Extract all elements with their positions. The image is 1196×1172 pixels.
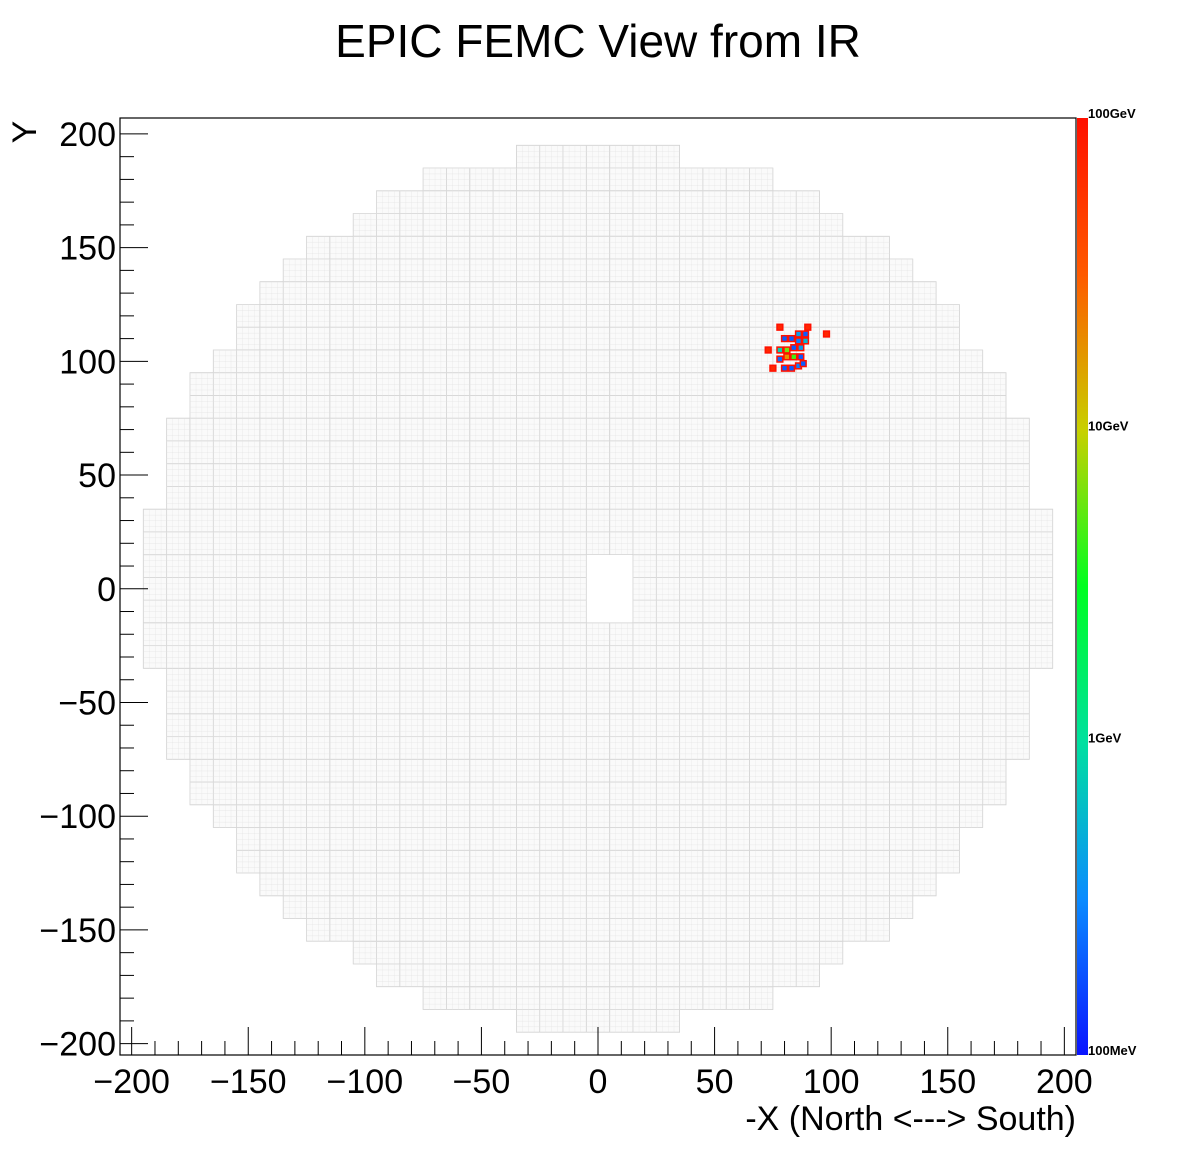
y-tick-label: 150 bbox=[59, 230, 116, 268]
hit-cell bbox=[769, 364, 777, 372]
hit-cell bbox=[783, 346, 791, 354]
y-tick-label: −100 bbox=[39, 798, 116, 836]
hit-cell bbox=[764, 346, 772, 354]
y-tick-label: 50 bbox=[78, 457, 116, 495]
hit-cell bbox=[794, 337, 803, 345]
hit-cell bbox=[797, 344, 805, 352]
palette-labels: 100GeV 10GeV 1GeV 100MeV bbox=[1088, 106, 1137, 1058]
palette-label: 100MeV bbox=[1088, 1043, 1137, 1058]
energy-hits bbox=[764, 323, 831, 372]
hit-cell bbox=[790, 353, 798, 361]
hit-cell bbox=[822, 330, 831, 338]
detector-cells bbox=[142, 144, 1054, 1033]
y-tick-label: −200 bbox=[39, 1026, 116, 1064]
x-tick-label: −100 bbox=[327, 1063, 404, 1101]
x-tick-label: 150 bbox=[919, 1063, 976, 1101]
palette-label: 100GeV bbox=[1088, 106, 1136, 121]
hit-cell bbox=[797, 353, 805, 361]
hit-cell bbox=[776, 323, 784, 331]
chart-title: EPIC FEMC View from IR bbox=[335, 15, 861, 67]
y-tick-label: −50 bbox=[58, 684, 116, 722]
x-tick-label: −150 bbox=[210, 1063, 287, 1101]
y-tick-label: −150 bbox=[39, 912, 116, 950]
hit-cell bbox=[801, 330, 810, 338]
x-tick-label: −200 bbox=[93, 1063, 170, 1101]
hit-cell bbox=[801, 337, 810, 345]
x-tick-label: −50 bbox=[453, 1063, 511, 1101]
hit-cell bbox=[790, 344, 798, 352]
hit-cell bbox=[794, 330, 803, 338]
y-axis-label: Y bbox=[6, 121, 44, 144]
hit-cell bbox=[804, 323, 812, 331]
detector-fine-cells bbox=[143, 145, 1053, 1033]
hit-cell bbox=[787, 364, 796, 372]
hit-cell bbox=[783, 353, 791, 361]
y-axis-ticks: −200 −150 −100 −50 0 50 100 150 200 bbox=[39, 116, 148, 1064]
y-tick-label: 0 bbox=[97, 571, 116, 609]
palette-label: 1GeV bbox=[1088, 731, 1122, 746]
x-tick-label: 50 bbox=[696, 1063, 734, 1101]
hit-cell bbox=[776, 355, 784, 363]
hit-cell bbox=[780, 334, 789, 343]
hit-cell bbox=[776, 346, 784, 354]
x-tick-label: 100 bbox=[803, 1063, 860, 1101]
x-axis-ticks: −200 −150 −100 −50 0 50 100 150 200 bbox=[93, 1027, 1093, 1101]
hit-cell bbox=[787, 334, 796, 343]
color-palette-bar bbox=[1077, 118, 1088, 1055]
palette-label: 10GeV bbox=[1088, 418, 1129, 433]
x-tick-label: 200 bbox=[1036, 1063, 1093, 1101]
x-tick-label: 0 bbox=[589, 1063, 608, 1101]
x-axis-label: -X (North <---> South) bbox=[745, 1100, 1076, 1138]
y-tick-label: 100 bbox=[59, 343, 116, 381]
y-tick-label: 200 bbox=[59, 116, 116, 154]
hit-cell bbox=[780, 364, 789, 372]
hit-cell bbox=[799, 359, 807, 368]
